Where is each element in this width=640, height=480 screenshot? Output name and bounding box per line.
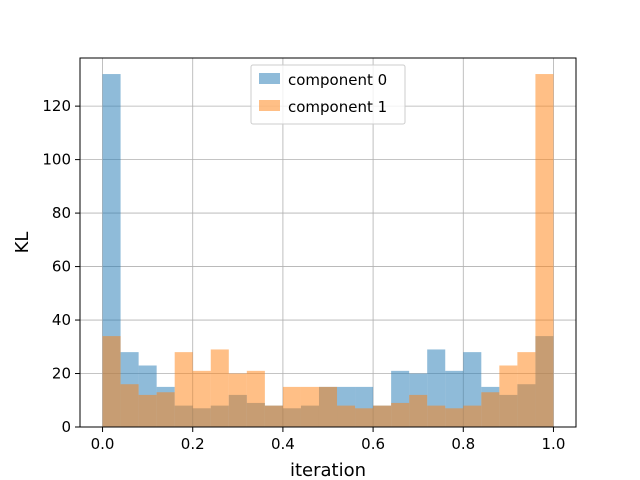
x-tick-label: 0.8 xyxy=(451,435,475,453)
y-tick-label: 40 xyxy=(52,311,71,329)
x-tick-label: 0.2 xyxy=(181,435,205,453)
bar-component-1 xyxy=(228,373,247,427)
bar-component-1 xyxy=(355,408,374,427)
histogram-bars xyxy=(102,74,554,427)
bar-component-1 xyxy=(120,384,139,427)
bar-component-1 xyxy=(174,352,193,427)
legend-label-component-0: component 0 xyxy=(288,71,387,89)
bar-component-1 xyxy=(463,405,482,427)
x-tick-label: 1.0 xyxy=(542,435,566,453)
x-tick-label: 0.4 xyxy=(271,435,295,453)
legend-box xyxy=(250,64,406,125)
bar-component-1 xyxy=(156,392,175,427)
bar-component-1 xyxy=(282,386,301,427)
bar-component-1 xyxy=(138,394,157,427)
bar-component-1 xyxy=(337,405,356,427)
legend-swatch-component-1 xyxy=(259,100,280,111)
y-tick-label: 60 xyxy=(52,258,71,276)
bar-component-1 xyxy=(391,402,410,427)
legend: component 0 component 1 xyxy=(250,64,406,125)
y-axis-label: KL xyxy=(12,232,33,254)
legend-swatch-component-0 xyxy=(259,73,280,84)
bar-component-1 xyxy=(246,370,265,427)
bar-component-1 xyxy=(264,405,283,427)
bar-component-1 xyxy=(517,352,536,427)
y-tick-label: 20 xyxy=(52,365,71,383)
plot-frame xyxy=(79,57,577,428)
bar-component-1 xyxy=(102,336,121,427)
bar-component-1 xyxy=(499,365,518,427)
bar-component-1 xyxy=(192,370,211,427)
y-tick-label: 120 xyxy=(42,97,71,115)
bar-component-1 xyxy=(409,394,428,427)
bar-component-1 xyxy=(481,392,500,427)
x-axis-label: iteration xyxy=(290,460,366,480)
axis-ticks: 0.0 0.2 0.4 0.6 0.8 1.0 0 20 40 60 80 100 120 xyxy=(42,97,565,453)
y-tick-label: 80 xyxy=(52,204,71,222)
legend-label-component-1: component 1 xyxy=(288,98,387,116)
bar-component-1 xyxy=(427,405,446,427)
x-tick-label: 0.6 xyxy=(361,435,385,453)
x-tick-label: 0.0 xyxy=(91,435,115,453)
y-tick-label: 100 xyxy=(42,151,71,169)
bar-component-1 xyxy=(300,386,319,427)
bar-component-1 xyxy=(535,74,554,427)
bar-component-1 xyxy=(445,408,464,427)
bar-component-1 xyxy=(373,405,392,427)
y-tick-label: 0 xyxy=(61,418,71,436)
bar-component-1 xyxy=(318,386,338,427)
bar-component-1 xyxy=(210,349,229,427)
